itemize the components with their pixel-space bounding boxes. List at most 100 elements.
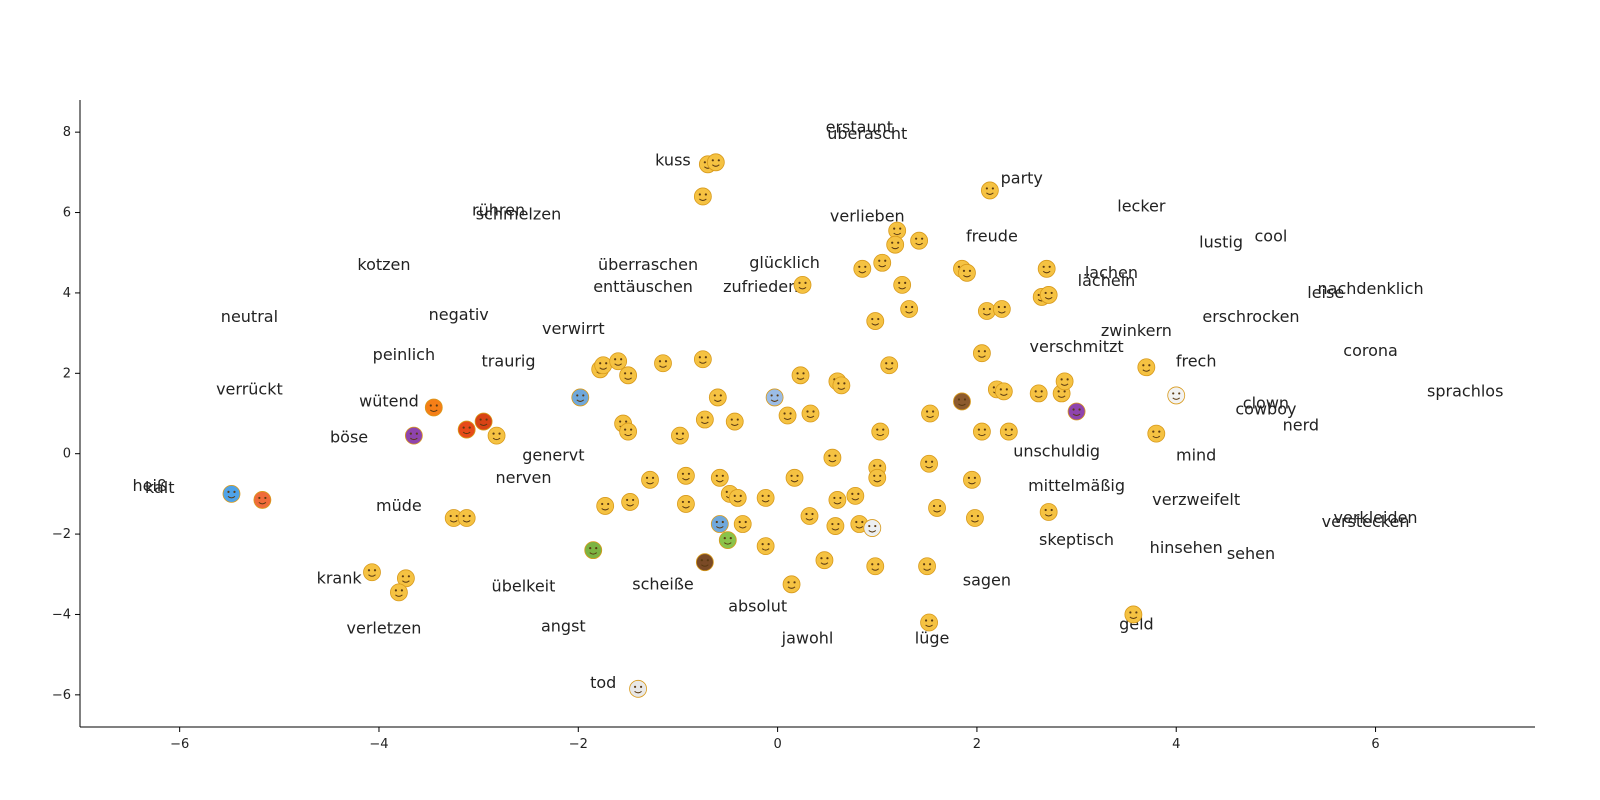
facepalm-face-icon bbox=[815, 551, 834, 570]
money-mouth-icon bbox=[928, 499, 946, 517]
nauseated-face-icon bbox=[584, 541, 603, 560]
y-tick-label: 0 bbox=[63, 447, 71, 462]
x-tick-label: 2 bbox=[973, 737, 981, 752]
mask-face-icon bbox=[963, 470, 981, 489]
tired-face-icon bbox=[725, 412, 744, 431]
word-label: wütend bbox=[359, 391, 419, 410]
word-label: angst bbox=[541, 617, 586, 636]
word-label: heiß bbox=[133, 476, 168, 495]
cloud-face-icon bbox=[863, 519, 882, 537]
word-label: zwinkern bbox=[1101, 321, 1172, 340]
sweat-smile-icon bbox=[823, 448, 842, 467]
x-axis-ticks: −6 −4 −2 0 2 4 6 bbox=[170, 727, 1380, 752]
word-label: nerven bbox=[495, 468, 551, 487]
steam-nose-icon bbox=[487, 426, 506, 445]
sunglasses-face-icon bbox=[1137, 358, 1156, 377]
no-mouth-icon bbox=[785, 468, 804, 487]
flushed-face-icon bbox=[801, 404, 820, 423]
word-label: peinlich bbox=[373, 345, 435, 364]
word-label: freude bbox=[966, 227, 1018, 246]
raised-eyebrow-icon bbox=[756, 537, 775, 556]
word-label: lecker bbox=[1117, 197, 1166, 216]
x-tick-label: 4 bbox=[1172, 737, 1180, 752]
astonished-face-icon bbox=[695, 410, 714, 429]
word-label: verrückt bbox=[216, 379, 283, 398]
x-tick-label: 6 bbox=[1371, 737, 1379, 752]
word-label: lustig bbox=[1199, 233, 1243, 252]
cowboy-face-icon bbox=[953, 392, 971, 411]
poop-icon bbox=[695, 553, 714, 572]
hushed-face-icon bbox=[791, 366, 810, 385]
neutral-face-icon bbox=[868, 468, 887, 487]
word-label: krank bbox=[317, 568, 363, 587]
hushed-face-icon bbox=[871, 422, 890, 441]
sunglasses-face-icon bbox=[756, 489, 775, 507]
word-label: erschrocken bbox=[1202, 307, 1299, 326]
x-tick-label: −2 bbox=[569, 737, 588, 752]
word-label: kalt bbox=[145, 478, 175, 497]
word-label: mind bbox=[1176, 446, 1216, 465]
weary-face-icon bbox=[671, 426, 689, 445]
halo-face-icon bbox=[999, 422, 1018, 441]
zipper-mouth-icon bbox=[918, 557, 936, 576]
word-label: zufrieden bbox=[723, 277, 798, 296]
hot-face-icon bbox=[253, 491, 272, 509]
word-label: sehen bbox=[1227, 544, 1275, 563]
word-label: böse bbox=[330, 428, 368, 447]
word-labels: erstauntüberaschtkusspartyleckerrührensc… bbox=[133, 117, 1504, 691]
smiling-face-icon bbox=[958, 263, 976, 282]
angry-face-icon bbox=[424, 398, 443, 417]
shushing-face-icon bbox=[920, 454, 938, 473]
word-label: frech bbox=[1176, 351, 1217, 370]
y-tick-label: 4 bbox=[63, 286, 71, 301]
pouting-face-icon bbox=[457, 420, 476, 439]
dizzy-face-icon bbox=[880, 356, 899, 375]
drooling-face-icon bbox=[710, 468, 729, 487]
monocle-face-icon bbox=[966, 509, 984, 527]
sad-sweat-icon bbox=[677, 466, 695, 485]
sad-sweat-icon bbox=[641, 470, 659, 489]
flushed-face-icon bbox=[778, 406, 797, 425]
pleading-face-icon bbox=[921, 404, 939, 423]
word-label: tod bbox=[590, 673, 616, 692]
word-label: verletzen bbox=[347, 619, 422, 638]
x-tick-label: −6 bbox=[170, 737, 189, 752]
y-tick-label: −2 bbox=[52, 527, 71, 542]
y-tick-label: 2 bbox=[63, 366, 71, 381]
fearful-face-icon bbox=[571, 388, 590, 407]
y-tick-label: 8 bbox=[63, 125, 71, 140]
crying-face-icon bbox=[693, 350, 712, 369]
screaming-face-icon bbox=[765, 388, 784, 407]
winking-face-icon bbox=[832, 376, 851, 395]
word-label: mittelmäßig bbox=[1028, 476, 1125, 495]
word-label: lachen bbox=[1085, 263, 1138, 282]
tongue-wink-icon bbox=[1055, 372, 1074, 391]
party-face-icon bbox=[980, 181, 999, 200]
expressionless-face-icon bbox=[677, 495, 695, 513]
hugging-face-icon bbox=[910, 231, 929, 250]
word-label: verwirrt bbox=[542, 319, 605, 338]
persevering-face-icon bbox=[619, 422, 638, 441]
tongue-out-icon bbox=[1029, 384, 1048, 403]
word-label: genervt bbox=[522, 446, 584, 465]
word-label: verstecken bbox=[1322, 512, 1410, 531]
word-label: überascht bbox=[827, 124, 907, 143]
vomiting-face-icon bbox=[718, 531, 737, 550]
y-axis-ticks: −6 −4 −2 0 2 4 6 8 bbox=[52, 125, 80, 703]
word-label: rühren bbox=[472, 201, 525, 220]
nerd-face-icon bbox=[973, 422, 991, 441]
worried-face-icon bbox=[619, 366, 638, 385]
word-label: negativ bbox=[429, 305, 489, 324]
word-label: neutral bbox=[221, 307, 278, 326]
yawning-face-icon bbox=[457, 509, 476, 527]
yum-face-icon bbox=[782, 575, 801, 594]
fearful-face-icon bbox=[710, 515, 729, 533]
word-label: kuss bbox=[655, 150, 691, 169]
word-label: traurig bbox=[482, 351, 536, 370]
thinking-face-icon bbox=[1039, 503, 1058, 521]
word-label: müde bbox=[376, 496, 422, 515]
grinning-face-icon bbox=[1037, 259, 1056, 278]
word-label: skeptisch bbox=[1039, 530, 1114, 549]
hushed-face-icon bbox=[866, 557, 885, 576]
word-label: hinsehen bbox=[1150, 538, 1223, 557]
